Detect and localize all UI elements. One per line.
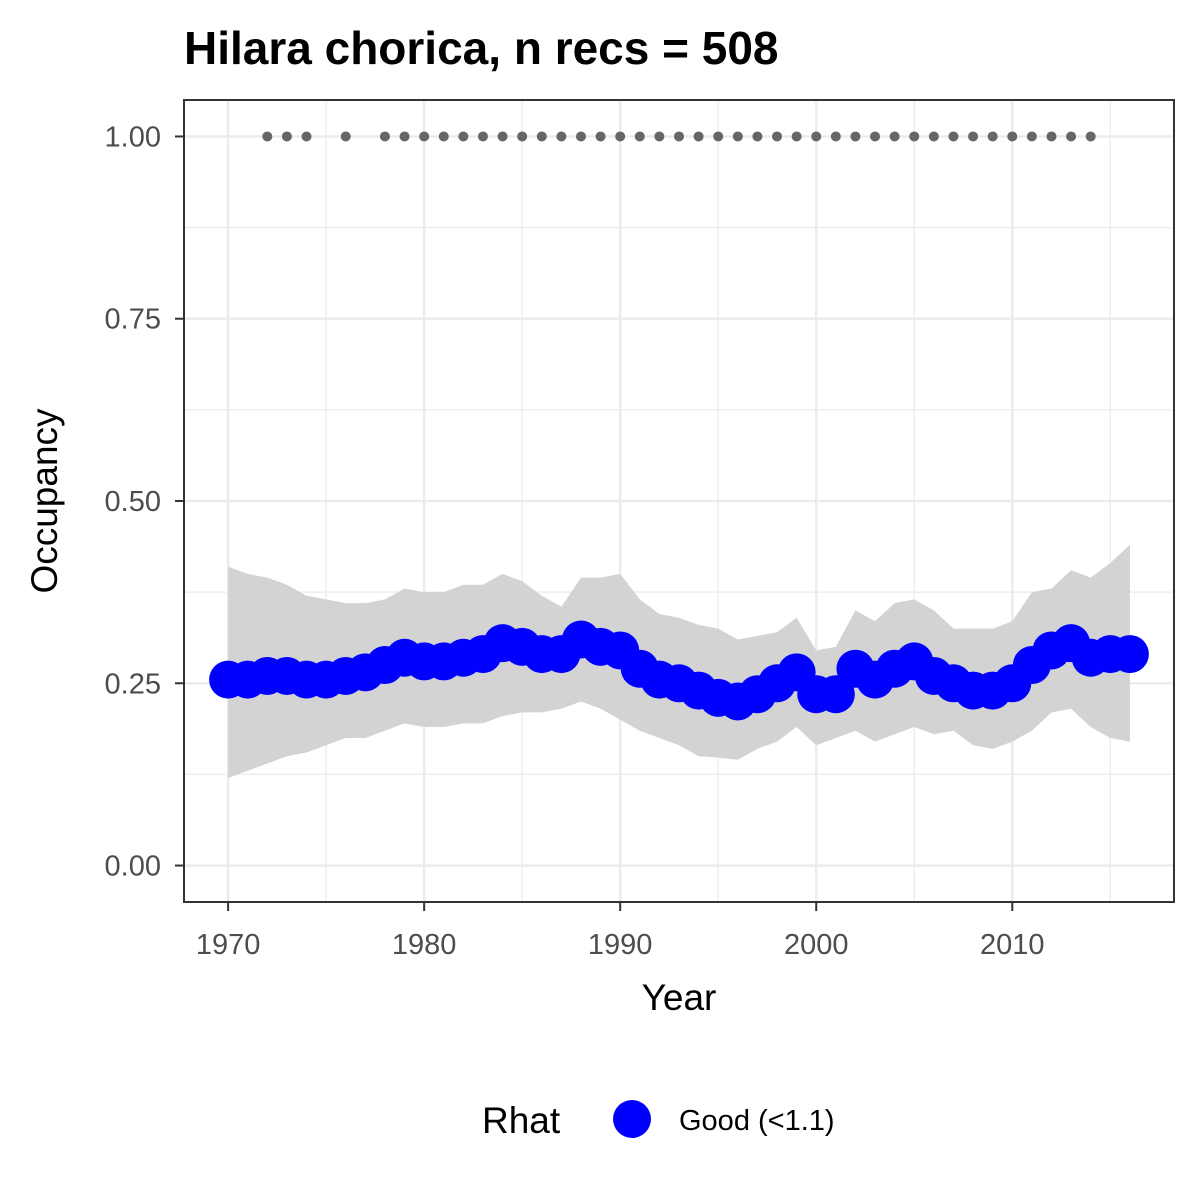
record-point: [889, 131, 900, 142]
record-point: [281, 131, 292, 142]
confidence-ribbon: [228, 544, 1130, 779]
record-point: [811, 131, 822, 142]
x-axis-title: Year: [642, 977, 717, 1018]
record-point: [830, 131, 841, 142]
legend-label-good: Good (<1.1): [679, 1105, 835, 1137]
record-point: [262, 131, 273, 142]
x-tick-label: 2010: [980, 929, 1045, 961]
record-point: [615, 131, 626, 142]
record-point: [634, 131, 645, 142]
record-point: [928, 131, 939, 142]
x-tick-label: 1990: [588, 929, 653, 961]
record-point: [536, 131, 547, 142]
y-tick-label: 0.75: [105, 304, 161, 336]
record-point: [1085, 131, 1096, 142]
record-point: [340, 131, 351, 142]
legend: Rhat Good (<1.1): [482, 1100, 835, 1141]
y-axis: 0.00 0.25 0.50 0.75 1.00: [105, 121, 184, 883]
record-point: [987, 131, 998, 142]
y-tick-label: 1.00: [105, 121, 161, 153]
record-point: [850, 131, 861, 142]
ci-ribbon: [228, 544, 1130, 779]
record-point: [1007, 131, 1018, 142]
legend-title: Rhat: [482, 1100, 561, 1141]
record-point: [791, 131, 802, 142]
record-point: [693, 131, 704, 142]
record-point: [438, 131, 449, 142]
record-point: [948, 131, 959, 142]
record-point: [1026, 131, 1037, 142]
record-point: [909, 131, 920, 142]
record-point: [458, 131, 469, 142]
record-point: [772, 131, 783, 142]
x-axis: 1970 1980 1990 2000 2010: [196, 902, 1045, 961]
record-point: [556, 131, 567, 142]
occupancy-points: [209, 620, 1149, 721]
x-tick-label: 2000: [784, 929, 849, 961]
occupancy-point: [1110, 635, 1149, 674]
x-tick-label: 1980: [392, 929, 457, 961]
record-point: [1066, 131, 1077, 142]
record-point: [968, 131, 979, 142]
chart-title: Hilara chorica, n recs = 508: [184, 22, 779, 74]
record-point: [595, 131, 606, 142]
y-tick-label: 0.25: [105, 668, 161, 700]
y-tick-label: 0.00: [105, 851, 161, 883]
record-markers: [262, 131, 1096, 142]
record-point: [674, 131, 684, 142]
legend-key-good-icon: [613, 1100, 651, 1138]
record-point: [301, 131, 312, 142]
y-axis-title: Occupancy: [24, 408, 65, 594]
record-point: [399, 131, 410, 142]
record-point: [575, 131, 586, 142]
record-point: [1046, 131, 1057, 142]
record-point: [713, 131, 724, 142]
record-point: [870, 131, 881, 142]
x-tick-label: 1970: [196, 929, 261, 961]
record-point: [654, 131, 665, 142]
record-point: [497, 131, 508, 142]
record-point: [752, 131, 763, 142]
record-point: [419, 131, 430, 142]
record-point: [477, 131, 488, 142]
record-point: [379, 131, 390, 142]
record-point: [517, 131, 528, 142]
y-tick-label: 0.50: [105, 486, 161, 518]
record-point: [732, 131, 743, 142]
